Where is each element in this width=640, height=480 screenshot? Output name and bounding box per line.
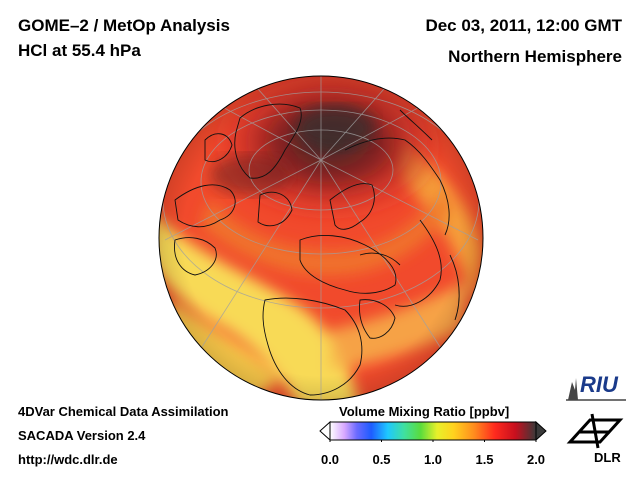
dlr-logo-text: DLR: [594, 450, 621, 465]
riu-logo: RIU: [566, 372, 628, 402]
map-datetime: Dec 03, 2011, 12:00 GMT: [425, 16, 622, 35]
version-label: SACADA Version 2.4: [18, 428, 146, 443]
method-label: 4DVar Chemical Data Assimilation: [18, 404, 229, 419]
riu-logo-text: RIU: [580, 372, 618, 397]
colorbar-right-arrow: [535, 420, 547, 442]
dlr-logo: DLR: [562, 412, 628, 468]
colorbar-tick-2: 1.0: [423, 452, 443, 467]
colorbar-tick-1: 0.5: [372, 452, 391, 467]
colorbar-left-arrow: [319, 420, 331, 442]
map-quantity: HCl at 55.4 hPa: [18, 41, 141, 60]
colorbar-title: Volume Mixing Ratio [ppbv]: [339, 404, 510, 419]
dlr-emblem-icon: [566, 413, 624, 449]
map-title: GOME–2 / MetOp Analysis: [18, 16, 230, 35]
colorbar-tick-4: 2.0: [526, 452, 546, 467]
colorbar-tick-3: 1.5: [475, 452, 494, 467]
map-region: Northern Hemisphere: [448, 47, 622, 66]
colorbar: [319, 420, 547, 442]
colorbar-tick-0: 0.0: [320, 452, 340, 467]
source-url: http://wdc.dlr.de: [18, 452, 118, 467]
coastlines: [174, 103, 460, 396]
riu-emblem-icon: [566, 378, 626, 401]
colorbar-gradient: [329, 421, 537, 441]
